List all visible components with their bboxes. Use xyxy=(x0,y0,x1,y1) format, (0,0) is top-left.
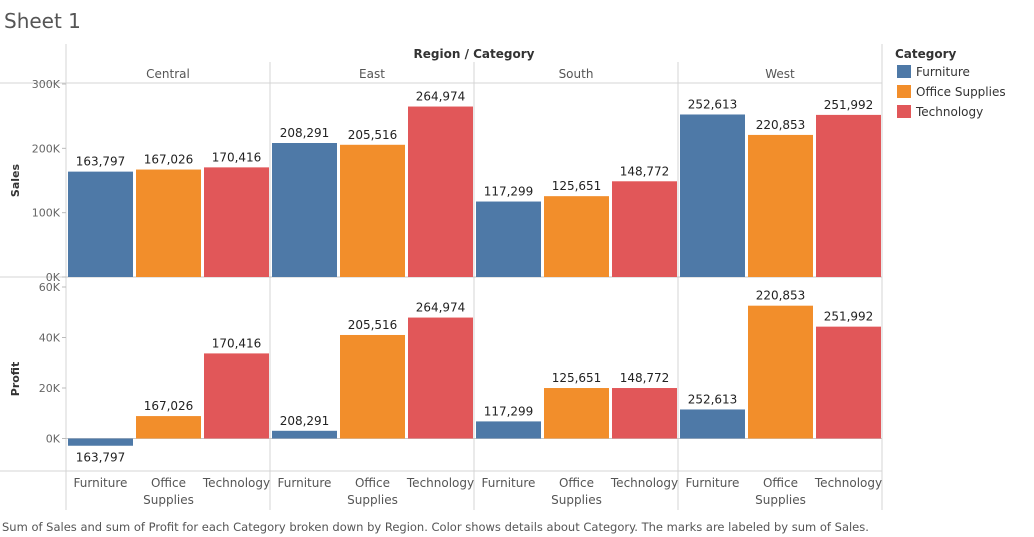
data-label: 125,651 xyxy=(552,371,602,385)
bar-sales-west-1 xyxy=(748,134,813,277)
y-tick-label: 60K xyxy=(39,281,61,294)
data-label: 163,797 xyxy=(76,451,126,465)
data-label: 264,974 xyxy=(416,301,466,315)
bar-sales-east-0 xyxy=(272,142,337,277)
bar-profit-east-2 xyxy=(408,317,473,439)
data-label: 252,613 xyxy=(688,97,738,111)
legend-swatch xyxy=(897,65,911,78)
data-label: 205,516 xyxy=(348,128,398,142)
legend-item-label: Technology xyxy=(915,105,983,119)
bar-profit-west-2 xyxy=(816,326,881,439)
y-axis-title-profit: Profit xyxy=(9,362,22,396)
data-label: 251,992 xyxy=(824,310,874,324)
bar-profit-west-0 xyxy=(680,409,745,439)
y-axis-title-sales: Sales xyxy=(9,163,22,197)
x-category-label: Technology xyxy=(814,476,882,490)
data-label: 148,772 xyxy=(620,371,670,385)
y-tick-label: 100K xyxy=(32,207,61,220)
data-label: 170,416 xyxy=(212,336,262,350)
x-category-label: Office xyxy=(559,476,594,490)
data-label: 220,853 xyxy=(756,289,806,303)
sheet-title: Sheet 1 xyxy=(4,9,81,33)
x-category-label: Technology xyxy=(610,476,678,490)
bar-sales-south-2 xyxy=(612,181,677,277)
data-label: 208,291 xyxy=(280,414,330,428)
legend: Category Furniture Office Supplies Technolo… xyxy=(895,47,1006,119)
data-label: 163,797 xyxy=(76,155,126,169)
bar-profit-east-1 xyxy=(340,334,405,439)
x-category-label: Supplies xyxy=(755,493,806,507)
data-label: 205,516 xyxy=(348,318,398,332)
bar-sales-south-0 xyxy=(476,201,541,277)
x-category-label: Supplies xyxy=(551,493,602,507)
data-label: 148,772 xyxy=(620,164,670,178)
y-tick-label: 0K xyxy=(46,271,61,284)
x-category-label: Technology xyxy=(406,476,474,490)
data-label: 167,026 xyxy=(144,399,194,413)
plot-area: Region / Category Central East South West Sal… xyxy=(0,44,883,510)
x-category-label: Furniture xyxy=(482,476,536,490)
data-label: 252,613 xyxy=(688,392,738,406)
bar-sales-east-1 xyxy=(340,144,405,277)
y-tick-label: 40K xyxy=(39,332,61,345)
region-header-east: East xyxy=(359,67,385,81)
x-category-label: Furniture xyxy=(686,476,740,490)
legend-swatch xyxy=(897,85,911,98)
column-header: Region / Category xyxy=(414,47,535,61)
bar-profit-central-2 xyxy=(204,353,269,439)
bar-sales-west-0 xyxy=(680,114,745,278)
x-category-label: Technology xyxy=(202,476,270,490)
data-label: 251,992 xyxy=(824,98,874,112)
x-category-label: Office xyxy=(151,476,186,490)
region-header-west: West xyxy=(765,67,795,81)
y-tick-label: 300K xyxy=(32,78,61,91)
data-label: 117,299 xyxy=(484,404,534,418)
data-label: 264,974 xyxy=(416,90,466,104)
bar-profit-central-0 xyxy=(68,438,133,446)
data-label: 220,853 xyxy=(756,118,806,132)
x-category-label: Supplies xyxy=(347,493,398,507)
x-category-label: Office xyxy=(355,476,390,490)
data-label: 208,291 xyxy=(280,126,330,140)
y-tick-label: 20K xyxy=(39,382,61,395)
legend-item-label: Furniture xyxy=(916,65,970,79)
x-category-label: Supplies xyxy=(143,493,194,507)
bar-sales-south-1 xyxy=(544,196,609,277)
bar-sales-east-2 xyxy=(408,106,473,278)
bar-profit-south-0 xyxy=(476,421,541,439)
data-label: 167,026 xyxy=(144,153,194,167)
region-header-south: South xyxy=(559,67,594,81)
bar-profit-west-1 xyxy=(748,305,813,439)
bar-sales-west-2 xyxy=(816,114,881,277)
bar-profit-south-1 xyxy=(544,388,609,439)
bar-profit-east-0 xyxy=(272,430,337,439)
bar-profit-central-1 xyxy=(136,416,201,439)
bar-sales-central-2 xyxy=(204,167,269,277)
y-tick-label: 200K xyxy=(32,142,61,155)
bar-sales-central-0 xyxy=(68,171,133,277)
x-category-label: Furniture xyxy=(278,476,332,490)
data-label: 117,299 xyxy=(484,185,534,199)
y-tick-label: 0K xyxy=(46,433,61,446)
data-label: 125,651 xyxy=(552,179,602,193)
data-label: 170,416 xyxy=(212,150,262,164)
legend-item-label: Office Supplies xyxy=(916,85,1006,99)
bar-profit-south-2 xyxy=(612,388,677,439)
caption: Sum of Sales and sum of Profit for each … xyxy=(2,520,869,534)
x-category-label: Office xyxy=(763,476,798,490)
region-header-central: Central xyxy=(146,67,190,81)
x-category-label: Furniture xyxy=(74,476,128,490)
bar-sales-central-1 xyxy=(136,169,201,277)
legend-swatch xyxy=(897,105,911,118)
legend-title: Category xyxy=(895,47,957,61)
